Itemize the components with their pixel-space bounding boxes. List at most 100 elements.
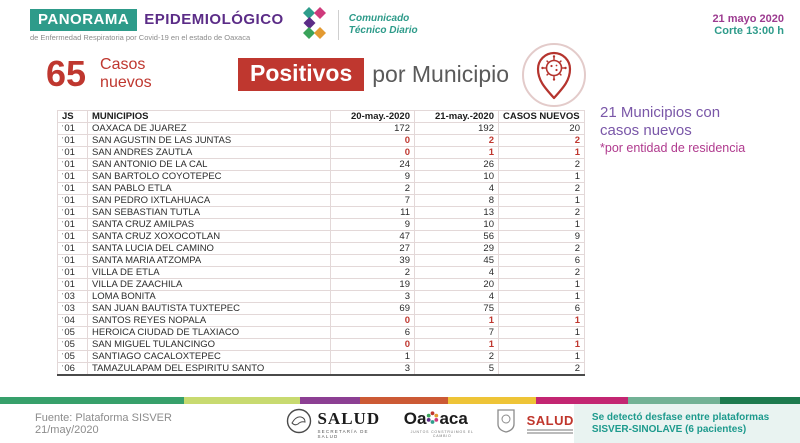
color-stripe bbox=[0, 397, 800, 404]
diamonds-logo-icon bbox=[292, 5, 328, 46]
municipio-cell: VILLA DE ETLA bbox=[87, 266, 331, 279]
salud-federal-logo: SALUD SECRETARÍA DE SALUD bbox=[286, 408, 383, 439]
municipio-cell: TAMAZULAPAM DEL ESPIRITU SANTO bbox=[87, 362, 331, 376]
count-20may-cell: 47 bbox=[330, 230, 415, 243]
casos-nuevos-cell: 1 bbox=[498, 350, 585, 363]
js-cell: '05 bbox=[57, 326, 88, 339]
js-cell: '01 bbox=[57, 146, 88, 159]
casos-nuevos-cell: 1 bbox=[498, 314, 585, 327]
title-rest: por Municipio bbox=[372, 61, 510, 87]
table-row: '01 SAN ANDRES ZAUTLA 0 1 1 bbox=[57, 146, 585, 159]
table-row: '01 SAN AGUSTIN DE LAS JUNTAS 0 2 2 bbox=[57, 134, 585, 147]
col-header-20may: 20-may.-2020 bbox=[330, 110, 415, 123]
js-cell: '01 bbox=[57, 182, 88, 195]
footer-logos: SALUD SECRETARÍA DE SALUD Oa bbox=[286, 408, 573, 439]
count-21may-cell: 29 bbox=[414, 242, 499, 255]
count-21may-cell: 45 bbox=[414, 254, 499, 267]
casos-nuevos-cell: 1 bbox=[498, 194, 585, 207]
municipio-cell: SAN ANTONIO DE LA CAL bbox=[87, 158, 331, 171]
count-20may-cell: 69 bbox=[330, 302, 415, 315]
casos-nuevos-cell: 1 bbox=[498, 146, 585, 159]
count-21may-cell: 4 bbox=[414, 266, 499, 279]
count-21may-cell: 1 bbox=[414, 146, 499, 159]
casos-nuevos-cell: 1 bbox=[498, 218, 585, 231]
municipio-cell: SAN JUAN BAUTISTA TUXTEPEC bbox=[87, 302, 331, 315]
count-21may-cell: 4 bbox=[414, 290, 499, 303]
count-21may-cell: 192 bbox=[414, 122, 499, 135]
col-header-js: JS bbox=[57, 110, 88, 123]
casos-nuevos-cell: 1 bbox=[498, 326, 585, 339]
count-21may-cell: 2 bbox=[414, 350, 499, 363]
eagle-emblem-icon bbox=[286, 408, 312, 439]
page-title: Positivos por Municipio bbox=[238, 58, 509, 91]
oaxaca-sublabel: JUNTOS CONSTRUIMOS EL CAMBIO bbox=[410, 430, 474, 438]
table-row: '03 LOMA BONITA 3 4 1 bbox=[57, 290, 585, 303]
brand-name: EPIDEMIOLÓGICO bbox=[144, 11, 284, 28]
report-cutoff: Corte 13:00 h bbox=[714, 25, 784, 37]
count-21may-cell: 56 bbox=[414, 230, 499, 243]
count-21may-cell: 5 bbox=[414, 362, 499, 376]
table-row: '05 HEROICA CIUDAD DE TLAXIACO 6 7 1 bbox=[57, 326, 585, 339]
salud-federal-sublabel: SECRETARÍA DE SALUD bbox=[317, 428, 369, 439]
salud-federal-label: SALUD bbox=[317, 408, 381, 428]
new-cases-count: 65 bbox=[46, 53, 87, 94]
brand-badge: PANORAMA bbox=[30, 8, 138, 31]
count-20may-cell: 9 bbox=[330, 218, 415, 231]
municipio-cell: VILLA DE ZAACHILA bbox=[87, 278, 331, 291]
count-21may-cell: 26 bbox=[414, 158, 499, 171]
oaxaca-logo: Oa aca JUNTOS CONSTRUIMOS EL CAMBIO bbox=[404, 409, 481, 438]
js-cell: '05 bbox=[57, 338, 88, 351]
source-note: Fuente: Plataforma SISVER 21/may/2020 bbox=[35, 411, 172, 436]
casos-nuevos-cell: 6 bbox=[498, 302, 585, 315]
header-date-block: 21 mayo 2020 Corte 13:00 h bbox=[712, 13, 800, 37]
new-cases-summary: 65 Casos nuevos bbox=[46, 56, 152, 92]
js-cell: '01 bbox=[57, 194, 88, 207]
js-cell: '03 bbox=[57, 290, 88, 303]
col-header-casos-nuevos: CASOS NUEVOS bbox=[498, 110, 585, 123]
count-21may-cell: 13 bbox=[414, 206, 499, 219]
js-cell: '01 bbox=[57, 170, 88, 183]
casos-nuevos-cell: 2 bbox=[498, 158, 585, 171]
casos-nuevos-cell: 2 bbox=[498, 266, 585, 279]
js-cell: '05 bbox=[57, 350, 88, 363]
table-row: '01 SAN BARTOLO COYOTEPEC 9 10 1 bbox=[57, 170, 585, 183]
count-20may-cell: 11 bbox=[330, 206, 415, 219]
js-cell: '06 bbox=[57, 362, 88, 376]
salud-oaxaca-sublines bbox=[526, 429, 574, 434]
count-20may-cell: 172 bbox=[330, 122, 415, 135]
count-20may-cell: 0 bbox=[330, 134, 415, 147]
municipio-cell: LOMA BONITA bbox=[87, 290, 331, 303]
municipio-cell: SAN PEDRO IXTLAHUACA bbox=[87, 194, 331, 207]
count-20may-cell: 7 bbox=[330, 194, 415, 207]
casos-nuevos-cell: 2 bbox=[498, 362, 585, 376]
salud-oaxaca-label: SALUD bbox=[526, 413, 574, 428]
municipios-table: JS MUNICIPIOS 20-may.-2020 21-may.-2020 … bbox=[57, 110, 585, 376]
count-20may-cell: 0 bbox=[330, 314, 415, 327]
col-header-21may: 21-may.-2020 bbox=[414, 110, 499, 123]
side-note: 21 Municipios con casos nuevos *por enti… bbox=[600, 104, 745, 156]
municipio-cell: SAN SEBASTIAN TUTLA bbox=[87, 206, 331, 219]
js-cell: '01 bbox=[57, 206, 88, 219]
table-row: '01 VILLA DE ETLA 2 4 2 bbox=[57, 266, 585, 279]
side-note-line2: casos nuevos bbox=[600, 122, 692, 139]
count-20may-cell: 27 bbox=[330, 242, 415, 255]
footer: Fuente: Plataforma SISVER 21/may/2020 SA… bbox=[0, 404, 800, 443]
count-20may-cell: 3 bbox=[330, 290, 415, 303]
count-21may-cell: 2 bbox=[414, 134, 499, 147]
casos-nuevos-cell: 2 bbox=[498, 182, 585, 195]
count-20may-cell: 2 bbox=[330, 266, 415, 279]
municipio-cell: SANTA CRUZ AMILPAS bbox=[87, 218, 331, 231]
js-cell: '01 bbox=[57, 158, 88, 171]
crest-emblem-icon bbox=[495, 408, 517, 439]
table-row: '03 SAN JUAN BAUTISTA TUXTEPEC 69 75 6 bbox=[57, 302, 585, 315]
casos-nuevos-cell: 20 bbox=[498, 122, 585, 135]
table-row: '01 OAXACA DE JUAREZ 172 192 20 bbox=[57, 122, 585, 135]
count-20may-cell: 39 bbox=[330, 254, 415, 267]
municipio-cell: SAN AGUSTIN DE LAS JUNTAS bbox=[87, 134, 331, 147]
side-note-line3: *por entidad de residencia bbox=[600, 141, 746, 155]
js-cell: '01 bbox=[57, 122, 88, 135]
casos-nuevos-cell: 2 bbox=[498, 134, 585, 147]
count-21may-cell: 20 bbox=[414, 278, 499, 291]
casos-nuevos-cell: 1 bbox=[498, 170, 585, 183]
municipio-cell: SANTIAGO CACALOXTEPEC bbox=[87, 350, 331, 363]
